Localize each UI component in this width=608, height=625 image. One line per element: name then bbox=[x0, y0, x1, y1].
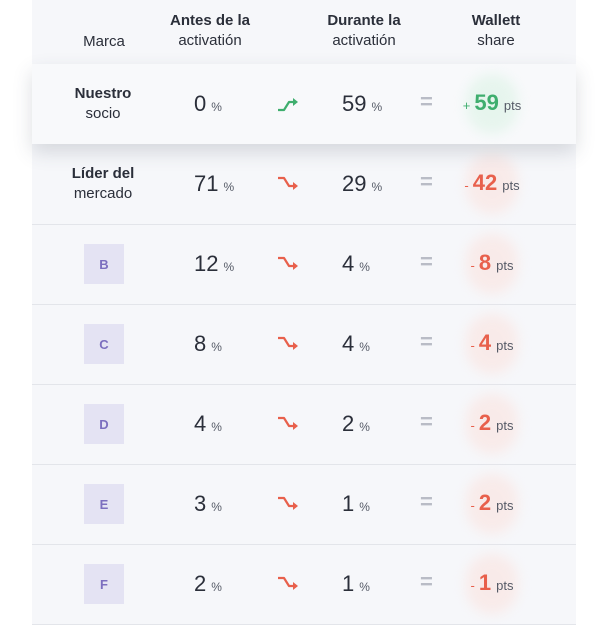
durante-value: 1% bbox=[342, 491, 370, 516]
equals-sign: = bbox=[420, 89, 433, 114]
wallet-share-value: - 8 pts bbox=[432, 234, 552, 294]
table-row: B 12% 4% = - 8 pts bbox=[32, 224, 576, 305]
durante-value: 59% bbox=[342, 91, 383, 116]
antes-value: 2% bbox=[194, 571, 222, 596]
trend-down-icon bbox=[278, 416, 298, 430]
table-row: E 3% 1% = - 2 pts bbox=[32, 464, 576, 545]
table-row: D 4% 2% = - 2 pts bbox=[32, 384, 576, 465]
wallet-share-value: - 4 pts bbox=[432, 314, 552, 374]
wallet-share-value: - 42 pts bbox=[432, 154, 552, 214]
wallet-share-value: - 1 pts bbox=[432, 554, 552, 614]
antes-value: 0% bbox=[194, 91, 222, 116]
trend-down-icon bbox=[278, 176, 298, 190]
brand-badge: D bbox=[84, 404, 124, 444]
wallet-share-value: + 59 pts bbox=[432, 74, 552, 134]
brand-badge: C bbox=[84, 324, 124, 364]
brand-badge: B bbox=[84, 244, 124, 284]
antes-value: 3% bbox=[194, 491, 222, 516]
durante-value: 2% bbox=[342, 411, 370, 436]
table-row: Nuestro socio 0% 59% = + 59 pts bbox=[32, 64, 576, 144]
table-header: Marca Antes de la activatión Durante la … bbox=[32, 0, 576, 65]
antes-value: 71% bbox=[194, 171, 235, 196]
header-wallet-share: Wallett share bbox=[471, 12, 521, 49]
equals-sign: = bbox=[420, 409, 433, 434]
table-row: C 8% 4% = - 4 pts bbox=[32, 304, 576, 385]
equals-sign: = bbox=[420, 329, 433, 354]
antes-value: 12% bbox=[194, 251, 235, 276]
brand-name: Nuestro socio bbox=[74, 85, 132, 122]
equals-sign: = bbox=[420, 569, 433, 594]
equals-sign: = bbox=[420, 249, 433, 274]
equals-sign: = bbox=[420, 169, 433, 194]
header-antes: Antes de la activatión bbox=[169, 12, 251, 49]
antes-value: 4% bbox=[194, 411, 222, 436]
header-durante: Durante la activatión bbox=[327, 12, 401, 49]
durante-value: 29% bbox=[342, 171, 383, 196]
durante-value: 4% bbox=[342, 251, 370, 276]
trend-down-icon bbox=[278, 576, 298, 590]
table-row: F 2% 1% = - 1 pts bbox=[32, 544, 576, 625]
trend-down-icon bbox=[278, 256, 298, 270]
table-row: Líder del mercado 71% 29% = - 42 pts bbox=[32, 144, 576, 225]
antes-value: 8% bbox=[194, 331, 222, 356]
brand-badge: F bbox=[84, 564, 124, 604]
equals-sign: = bbox=[420, 489, 433, 514]
wallet-share-value: - 2 pts bbox=[432, 394, 552, 454]
trend-up-icon bbox=[278, 98, 298, 112]
durante-value: 4% bbox=[342, 331, 370, 356]
trend-down-icon bbox=[278, 336, 298, 350]
wallet-share-value: - 2 pts bbox=[432, 474, 552, 534]
brand-badge: E bbox=[84, 484, 124, 524]
header-marca: Marca bbox=[83, 33, 125, 50]
trend-down-icon bbox=[278, 496, 298, 510]
brand-name: Líder del mercado bbox=[71, 165, 135, 202]
durante-value: 1% bbox=[342, 571, 370, 596]
